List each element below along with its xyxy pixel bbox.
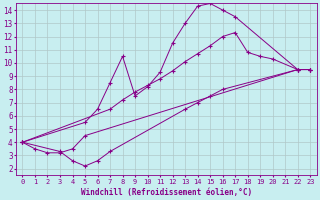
- X-axis label: Windchill (Refroidissement éolien,°C): Windchill (Refroidissement éolien,°C): [81, 188, 252, 197]
